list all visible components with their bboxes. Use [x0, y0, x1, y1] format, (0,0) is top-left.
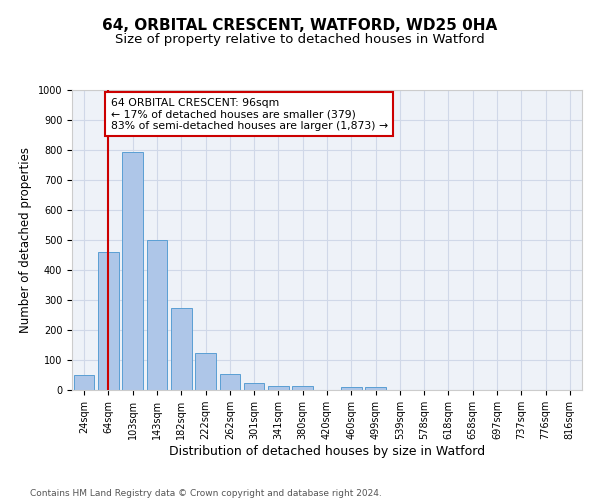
Bar — [171, 308, 191, 390]
Text: 64, ORBITAL CRESCENT, WATFORD, WD25 0HA: 64, ORBITAL CRESCENT, WATFORD, WD25 0HA — [103, 18, 497, 32]
Bar — [146, 240, 167, 390]
Bar — [244, 384, 265, 390]
Bar — [122, 152, 143, 390]
Text: Size of property relative to detached houses in Watford: Size of property relative to detached ho… — [115, 32, 485, 46]
Bar — [98, 252, 119, 390]
Bar — [268, 386, 289, 390]
Y-axis label: Number of detached properties: Number of detached properties — [19, 147, 32, 333]
Text: 64 ORBITAL CRESCENT: 96sqm
← 17% of detached houses are smaller (379)
83% of sem: 64 ORBITAL CRESCENT: 96sqm ← 17% of deta… — [111, 98, 388, 130]
Bar — [195, 352, 216, 390]
Bar — [220, 374, 240, 390]
Bar — [292, 386, 313, 390]
X-axis label: Distribution of detached houses by size in Watford: Distribution of detached houses by size … — [169, 445, 485, 458]
Text: Contains HM Land Registry data © Crown copyright and database right 2024.: Contains HM Land Registry data © Crown c… — [30, 488, 382, 498]
Bar — [365, 387, 386, 390]
Bar — [341, 387, 362, 390]
Bar — [74, 375, 94, 390]
